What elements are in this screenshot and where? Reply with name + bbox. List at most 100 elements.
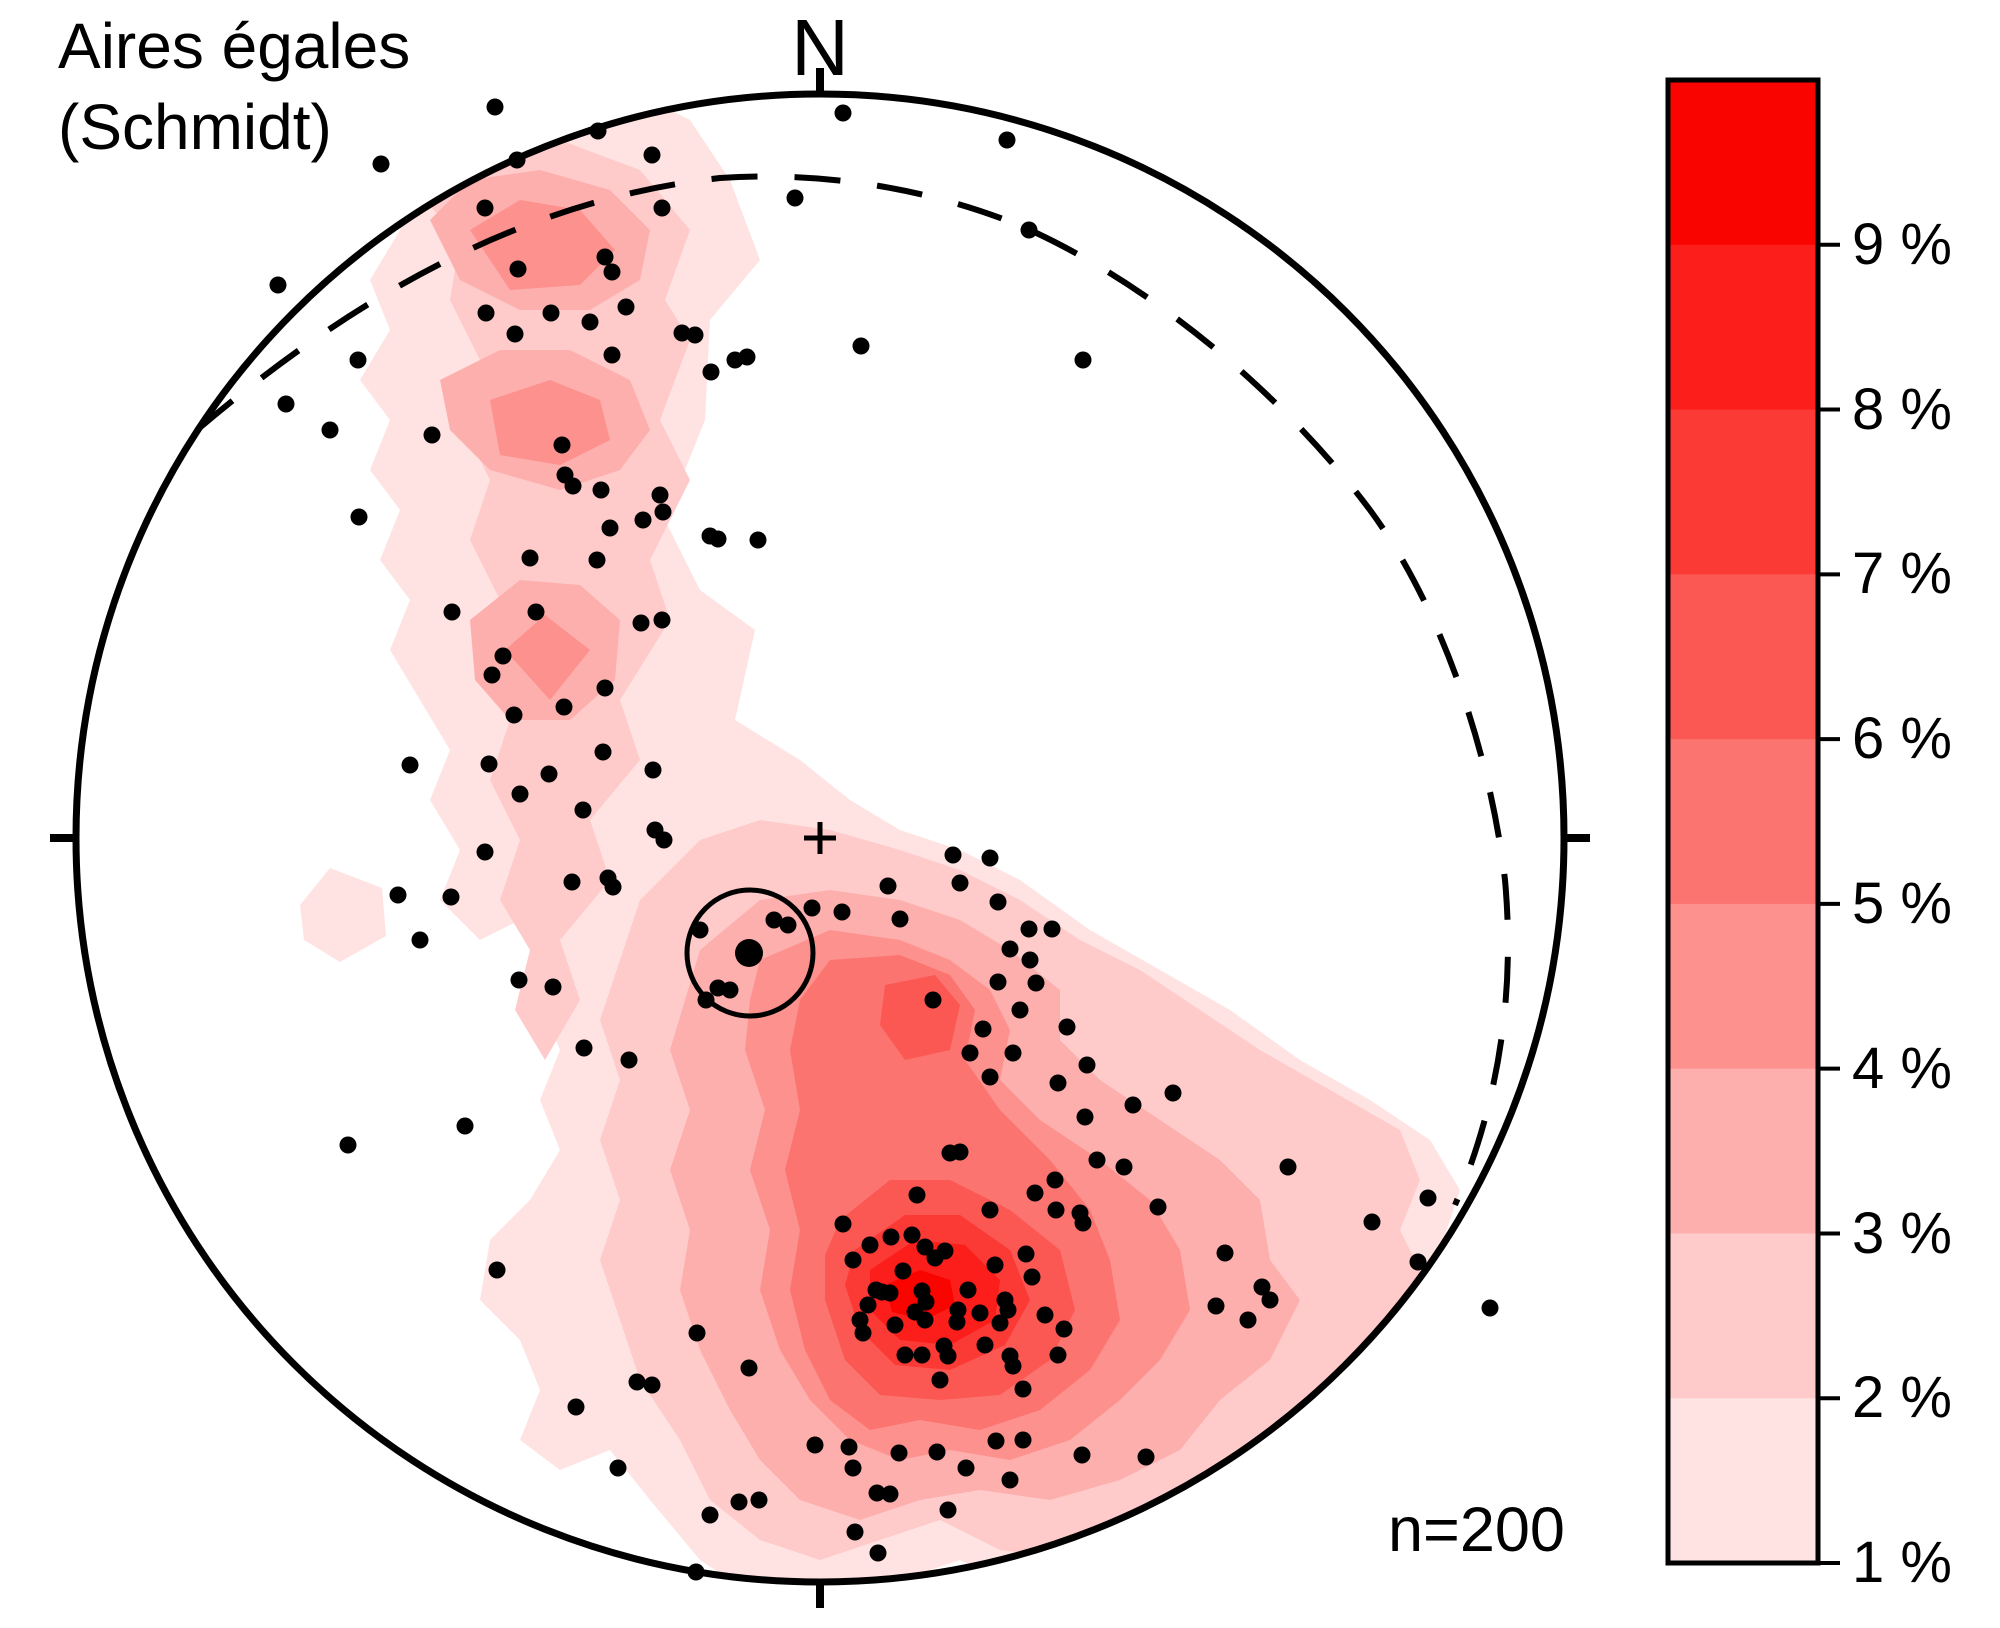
north-label: N <box>791 3 849 92</box>
data-point <box>861 1236 879 1254</box>
data-point <box>786 189 804 207</box>
data-point <box>931 1371 949 1389</box>
data-point <box>1124 1096 1142 1114</box>
data-point <box>443 603 461 621</box>
data-point <box>928 1443 946 1461</box>
data-point <box>1049 1346 1067 1364</box>
data-point <box>1261 1291 1279 1309</box>
colorbar-segment <box>1668 574 1818 741</box>
colorbar-tick-label-8: 8 % <box>1852 377 1952 442</box>
data-point <box>321 421 339 439</box>
data-point <box>1076 1108 1094 1126</box>
data-point <box>879 877 897 895</box>
data-point <box>510 971 528 989</box>
data-point <box>881 1284 899 1302</box>
colorbar-segment <box>1668 409 1818 576</box>
data-point <box>959 1281 977 1299</box>
data-point <box>721 981 739 999</box>
data-point <box>908 1186 926 1204</box>
data-point <box>1074 1214 1092 1232</box>
data-point <box>834 1215 852 1233</box>
data-point <box>844 1459 862 1477</box>
colorbar-border <box>1665 77 1821 1566</box>
data-point <box>840 1438 858 1456</box>
data-point <box>765 911 783 929</box>
data-point <box>617 298 635 316</box>
data-point <box>563 873 581 891</box>
data-point <box>442 888 460 906</box>
colorbar-segment <box>1668 1233 1818 1400</box>
cardinal-ticks <box>50 68 1590 1608</box>
data-point <box>991 1314 1009 1332</box>
data-point <box>868 1484 886 1502</box>
colorbar-tick-label-3: 3 % <box>1852 1201 1952 1266</box>
data-point <box>1481 1299 1499 1317</box>
data-point <box>924 991 942 1009</box>
data-point <box>653 611 671 629</box>
data-point <box>1046 1171 1064 1189</box>
data-point <box>981 1201 999 1219</box>
data-point <box>488 1261 506 1279</box>
data-point <box>401 756 419 774</box>
data-point <box>854 1324 872 1342</box>
data-point <box>1017 1245 1035 1263</box>
data-point <box>349 351 367 369</box>
data-point <box>709 530 727 548</box>
data-point <box>1020 920 1038 938</box>
data-point <box>941 1144 959 1162</box>
data-point <box>1149 1198 1167 1216</box>
data-point <box>869 1544 887 1562</box>
data-point <box>740 1359 758 1377</box>
data-point <box>859 1296 877 1314</box>
data-point <box>651 486 669 504</box>
data-point <box>1058 1018 1076 1036</box>
data-point <box>894 1262 912 1280</box>
colorbar-segment <box>1668 244 1818 411</box>
data-point <box>971 1304 989 1322</box>
data-point <box>851 1311 869 1329</box>
data-point <box>948 1313 966 1331</box>
data-point <box>951 874 969 892</box>
data-point <box>1036 1306 1054 1324</box>
data-point <box>527 603 545 621</box>
density-contour-4pct <box>490 380 610 465</box>
data-point <box>882 1228 900 1246</box>
data-point <box>981 849 999 867</box>
data-point <box>476 199 494 217</box>
data-point <box>483 666 501 684</box>
data-point <box>1014 1431 1032 1449</box>
data-point <box>511 785 529 803</box>
density-contours <box>300 97 1470 1579</box>
data-point <box>1164 1084 1182 1102</box>
density-contour-4pct <box>470 200 615 290</box>
data-point <box>998 131 1016 149</box>
data-point <box>269 276 287 294</box>
data-point <box>1001 1471 1019 1489</box>
data-point <box>575 1039 593 1057</box>
data-point <box>806 1436 824 1454</box>
data-point <box>476 843 494 861</box>
data-point <box>1216 1244 1234 1262</box>
data-point <box>540 765 558 783</box>
data-point <box>567 1398 585 1416</box>
data-point <box>750 1491 768 1509</box>
data-point <box>1043 920 1061 938</box>
data-point <box>986 1256 1004 1274</box>
data-point <box>1026 1184 1044 1202</box>
density-contour-1pct <box>300 868 386 962</box>
data-point <box>544 978 562 996</box>
data-point <box>603 346 621 364</box>
data-point <box>1021 951 1039 969</box>
colorbar-segment <box>1668 1068 1818 1235</box>
data-point <box>1004 1357 1022 1375</box>
great-circle-dashed <box>195 173 1511 1207</box>
data-point <box>581 313 599 331</box>
data-point <box>506 325 524 343</box>
data-point <box>480 755 498 773</box>
data-point <box>957 1459 975 1477</box>
data-point <box>890 1444 908 1462</box>
data-point <box>604 878 622 896</box>
data-point <box>339 1136 357 1154</box>
data-point <box>505 706 523 724</box>
data-point <box>881 1485 899 1503</box>
